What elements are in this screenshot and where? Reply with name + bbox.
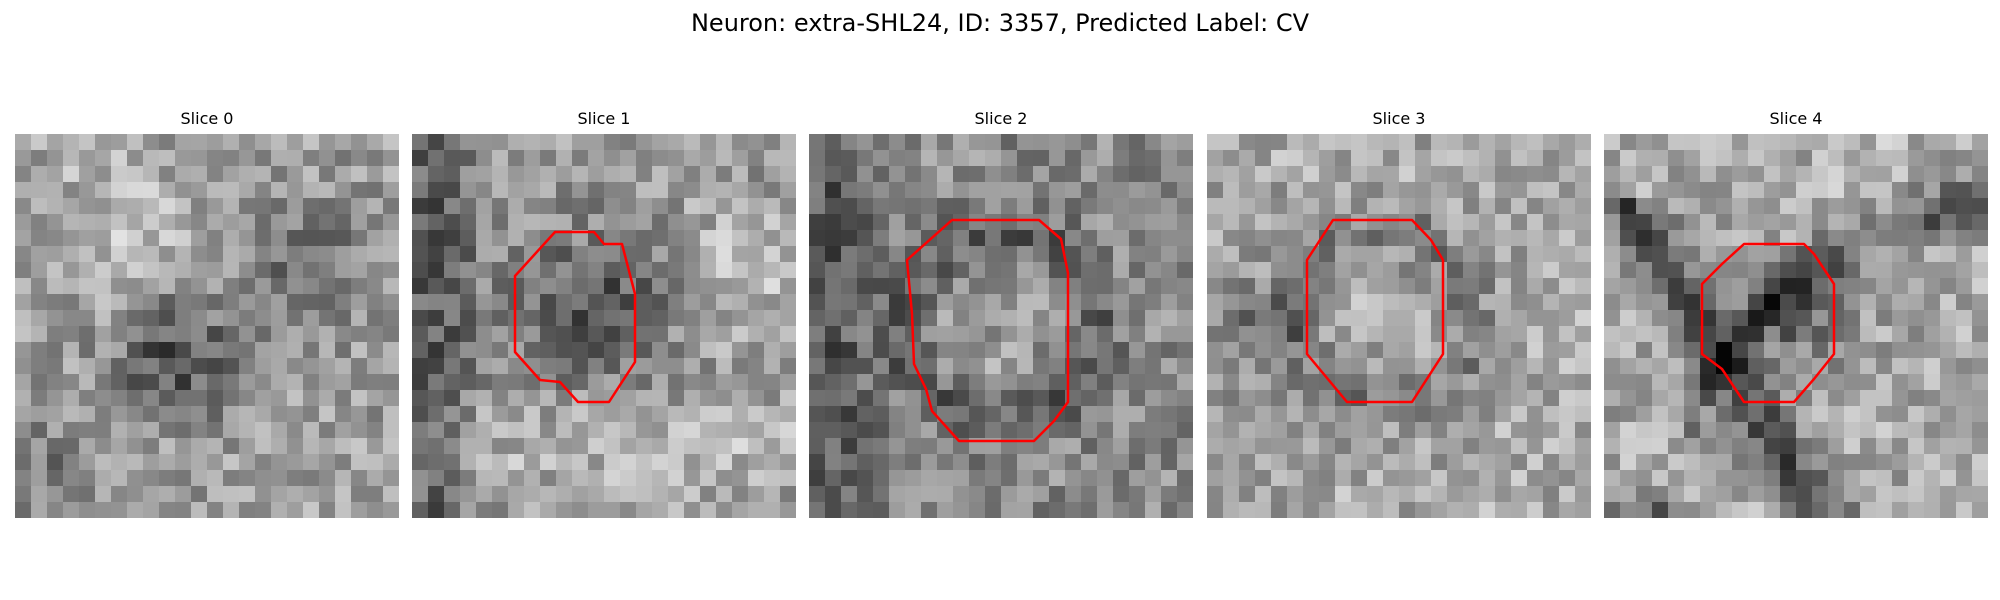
slice-pixels [1207,134,1591,518]
slice-image [809,134,1193,518]
cell-outline [905,218,1070,443]
slice-image [1604,134,1988,518]
slice-pixels [1604,134,1988,518]
figure-title: Neuron: extra-SHL24, ID: 3357, Predicted… [690,9,1310,37]
slice-title: Slice 2 [974,109,1028,128]
slice-image [15,134,399,518]
cell-outline [1700,242,1836,404]
slice-image [1207,134,1591,518]
slice-pixels [15,134,399,518]
cell-outline [513,230,637,404]
cell-outline [1305,218,1445,404]
slice-title: Slice 1 [577,109,631,128]
slice-title: Slice 3 [1372,109,1426,128]
slice-pixels [809,134,1193,518]
slice-title: Slice 4 [1769,109,1823,128]
slice-pixels [412,134,796,518]
slice-title: Slice 0 [180,109,234,128]
slice-image [412,134,796,518]
